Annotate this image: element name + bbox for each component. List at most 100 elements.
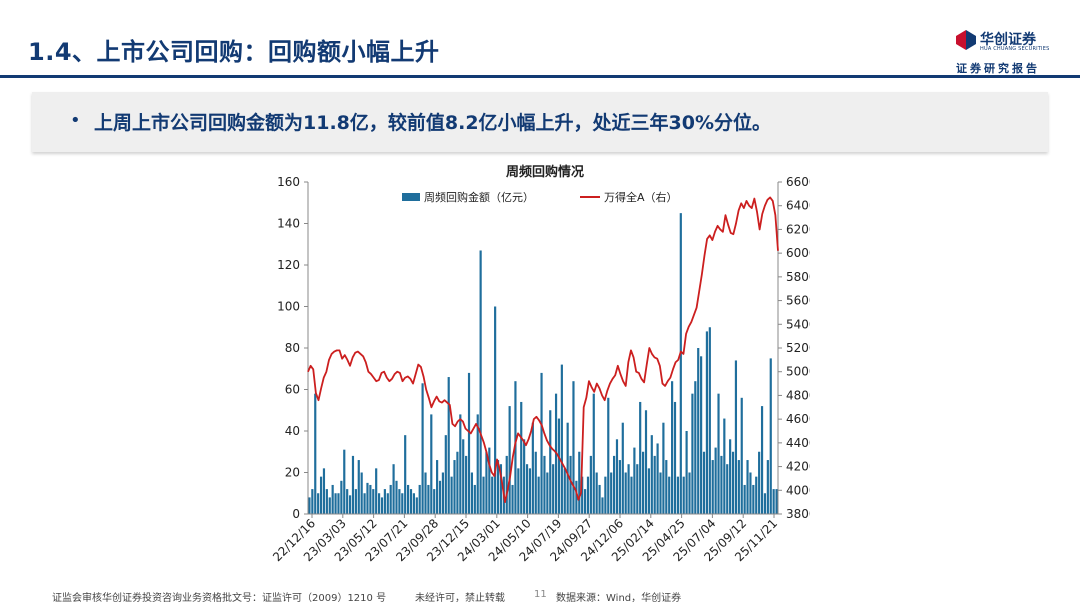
page-number: 11 bbox=[534, 589, 547, 600]
bar bbox=[546, 472, 549, 514]
bar bbox=[319, 476, 323, 514]
bar bbox=[688, 472, 691, 514]
bar bbox=[377, 493, 381, 514]
bar bbox=[639, 401, 642, 514]
bar bbox=[311, 489, 314, 514]
bar bbox=[607, 397, 610, 514]
company-logo: 华创证券 HUA CHUANG SECURITIES 证券研究报告 bbox=[956, 29, 1066, 77]
left-tick-label: 0 bbox=[292, 507, 300, 521]
bar bbox=[711, 460, 714, 514]
bar bbox=[412, 493, 415, 514]
bar bbox=[720, 455, 723, 514]
bar bbox=[351, 455, 355, 514]
bar bbox=[450, 476, 453, 514]
bar bbox=[618, 460, 621, 514]
bar bbox=[636, 464, 639, 514]
bar bbox=[760, 406, 764, 514]
bar bbox=[717, 393, 720, 514]
bar bbox=[433, 489, 436, 514]
bar bbox=[700, 356, 703, 514]
footer-license: 证监会审核华创证券投资咨询业务资格批文号：证监许可（2009）1210 号 bbox=[52, 593, 387, 604]
title-rule bbox=[0, 75, 1080, 78]
right-tick-label: 4600 bbox=[786, 412, 810, 426]
bar bbox=[575, 480, 578, 514]
bar bbox=[366, 482, 369, 515]
bar bbox=[621, 422, 624, 514]
bar bbox=[383, 489, 386, 514]
bar bbox=[763, 493, 767, 514]
bar bbox=[331, 484, 334, 514]
bar bbox=[348, 495, 352, 514]
bar bbox=[662, 422, 665, 514]
bar bbox=[740, 397, 743, 514]
bar bbox=[462, 439, 465, 514]
bar bbox=[702, 451, 706, 514]
bar bbox=[708, 327, 711, 514]
bar bbox=[566, 422, 569, 514]
bar bbox=[479, 250, 482, 514]
bar bbox=[586, 476, 590, 514]
bar bbox=[772, 489, 775, 514]
bar bbox=[476, 414, 479, 514]
bar bbox=[723, 418, 726, 514]
bar bbox=[363, 493, 366, 514]
bar bbox=[485, 451, 488, 514]
bar bbox=[682, 476, 685, 514]
bar bbox=[398, 489, 401, 514]
bar bbox=[671, 381, 674, 514]
bar bbox=[752, 484, 755, 514]
bar bbox=[673, 401, 677, 514]
left-tick-label: 20 bbox=[285, 466, 300, 480]
bar bbox=[505, 455, 508, 514]
right-tick-label: 5800 bbox=[786, 270, 810, 284]
bar bbox=[589, 455, 592, 514]
bar bbox=[357, 460, 360, 514]
bar bbox=[325, 489, 328, 514]
bar bbox=[552, 464, 555, 514]
bar bbox=[676, 476, 679, 514]
bar bbox=[560, 364, 563, 514]
bar bbox=[430, 414, 433, 514]
bar bbox=[418, 484, 421, 514]
bar bbox=[337, 493, 340, 514]
bar bbox=[691, 393, 694, 514]
bar bbox=[647, 468, 650, 514]
bar bbox=[610, 472, 613, 514]
bar bbox=[438, 480, 442, 514]
bar bbox=[653, 455, 656, 514]
bar bbox=[470, 472, 474, 514]
bar bbox=[409, 489, 413, 514]
left-tick-label: 40 bbox=[285, 424, 300, 438]
bar bbox=[540, 372, 543, 514]
bar bbox=[737, 460, 740, 514]
line-series bbox=[307, 196, 779, 504]
bar bbox=[375, 468, 378, 514]
bar bbox=[743, 484, 746, 514]
left-tick-label: 60 bbox=[285, 383, 300, 397]
bar bbox=[694, 381, 697, 514]
bar bbox=[465, 455, 468, 514]
bar bbox=[612, 455, 616, 514]
right-tick-label: 6400 bbox=[786, 199, 810, 213]
legend-line-label: 万得全A（右） bbox=[604, 190, 678, 204]
bar bbox=[569, 455, 572, 514]
bar bbox=[369, 484, 372, 514]
bar bbox=[583, 489, 587, 514]
bar bbox=[665, 460, 668, 514]
bar bbox=[726, 464, 729, 514]
bar bbox=[360, 472, 363, 514]
right-tick-label: 3800 bbox=[786, 507, 810, 521]
bar bbox=[308, 497, 311, 514]
summary-banner: • 上周上市公司回购金额为11.8亿，较前值8.2亿小幅上升，处近三年30%分位… bbox=[32, 92, 1048, 152]
right-tick-label: 6600 bbox=[786, 175, 810, 189]
bar bbox=[714, 447, 717, 514]
bar bbox=[624, 472, 627, 514]
bar bbox=[401, 493, 404, 514]
footer-notice: 未经许可，禁止转载 bbox=[415, 593, 505, 604]
chart-title: 周频回购情况 bbox=[506, 164, 584, 180]
right-tick-label: 4400 bbox=[786, 436, 810, 450]
bar bbox=[746, 460, 749, 514]
bar bbox=[766, 460, 769, 514]
bar bbox=[627, 464, 630, 514]
bar bbox=[496, 460, 500, 514]
